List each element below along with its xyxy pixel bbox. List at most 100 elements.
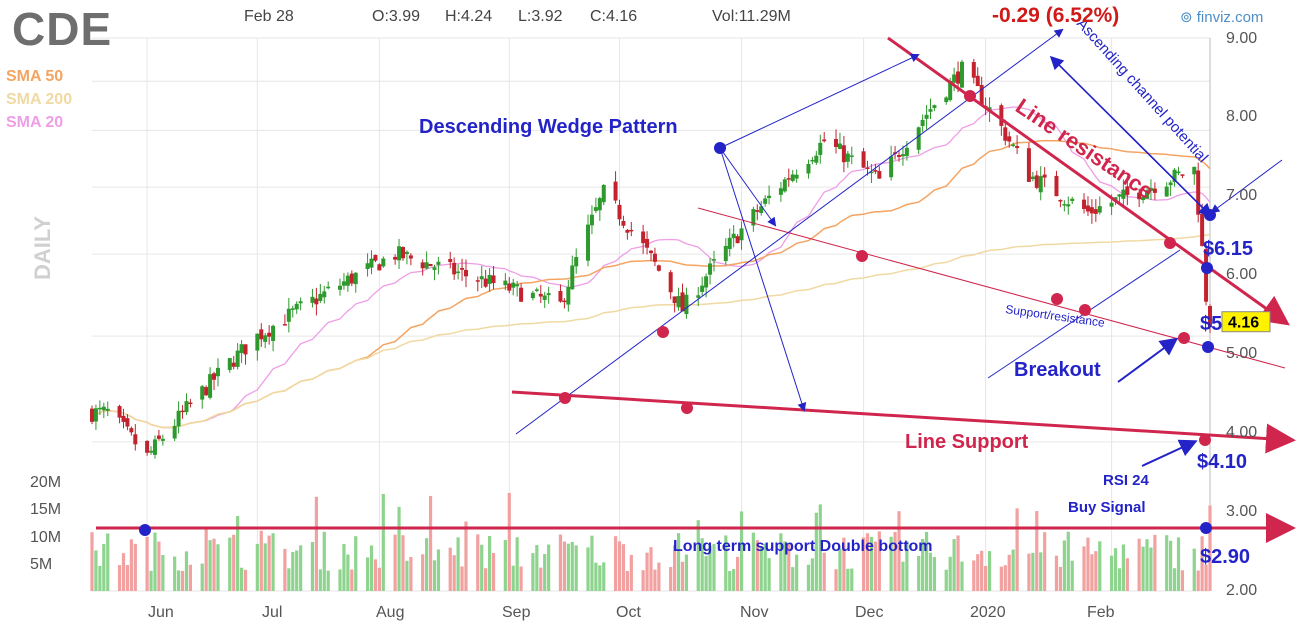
volume-bar [905,541,909,591]
x-tick-label: 2020 [970,604,1006,621]
candle-body [759,206,764,213]
candle-body [176,410,181,427]
price-marker [714,142,726,154]
candle-body [767,195,772,198]
volume-bar [216,544,220,591]
volume-bar [987,551,992,591]
volume-bar [1192,548,1196,591]
candle-body [1042,174,1047,178]
volume-bar [818,504,822,591]
breakout-label: Breakout [1014,359,1101,381]
price-change: -0.29 (6.52%) [992,4,1120,27]
candle-body [834,139,839,147]
candle-body [239,344,244,354]
volume-bar [1082,546,1086,591]
volume-bar [877,531,881,591]
volume-bar [484,568,488,591]
candle-body [652,253,657,262]
candle-body [849,155,854,157]
candle-body [428,264,433,267]
candle-body [310,296,315,303]
candle-body [487,274,492,284]
volume-bar [535,545,539,591]
candle-body [180,410,185,413]
price-marker [1202,341,1214,353]
volume-bars [90,492,1212,591]
y-tick-label: 4.00 [1226,424,1258,441]
candle-body [1030,176,1035,179]
pivot-marker [1178,332,1190,344]
x-tick-label: Oct [616,604,641,621]
candle-body [684,294,689,315]
candle-body [397,246,402,261]
candle-body [1121,189,1126,199]
x-tick-label: Feb [1087,604,1115,621]
volume-bar [346,554,350,591]
volume-bar [283,548,287,591]
volume-bar [409,556,413,591]
candle-body [731,233,736,239]
finviz-logo-icon: ⊚ [1180,9,1197,26]
candle-body [479,276,484,280]
volume-bar [984,566,988,591]
candle-body [948,80,953,101]
volume-bar [834,569,838,591]
volume-bar [480,544,484,591]
volume-bar [153,532,157,591]
candle-body [869,171,874,174]
candle-body [145,440,150,453]
volume-bar [704,556,708,591]
candle-body [889,156,894,178]
volume-bar [377,567,381,591]
volume-bar [515,537,519,591]
volume-tick-label: 20M [30,474,62,491]
sma200-line [91,234,1211,429]
candle-body [1066,204,1071,207]
volume-bar [680,561,685,591]
price-label-290: $2.90 [1200,546,1250,568]
candle-body [1015,146,1020,149]
candle-body [904,147,909,156]
pivot-marker [1051,293,1063,305]
volume-bar [1113,548,1118,591]
candle-body [267,332,272,337]
candle-body [1038,176,1043,193]
candle-body [641,231,646,244]
volume-bar [539,567,543,591]
candle-body [1137,192,1142,200]
candle-body [243,344,248,355]
candle-body [448,259,453,262]
candle-body [786,178,791,180]
volume-bar [1149,547,1153,591]
finviz-brand[interactable]: ⊚ finviz.com [1180,8,1263,26]
volume-bar [708,545,712,591]
quote-close: C:4.16 [590,8,638,25]
volume-bar [751,532,755,591]
candle-body [613,181,618,201]
candle-body [739,228,744,241]
candle-body [456,271,461,274]
candle-body [782,179,787,192]
candle-body [1180,174,1185,176]
volume-bar [873,541,877,591]
volume-bar [814,512,818,591]
volume-bar [842,537,846,591]
candle-body [810,159,815,162]
volume-tick-label: 10M [30,529,62,546]
volume-bar [90,532,94,591]
volume-bar [200,563,204,591]
volume-bar [129,539,133,591]
volume-bar [322,531,326,591]
volume-bar [1090,554,1094,591]
candle-body [491,275,496,284]
candle-body [897,155,902,157]
volume-bar [928,552,933,591]
candle-body [212,373,217,380]
buy-signal-label: Buy Signal [1068,499,1146,516]
candle-body [920,119,925,127]
volume-bar [1031,552,1035,591]
volume-bar [960,561,964,591]
candle-body [794,174,799,179]
candle-body [900,154,905,157]
volume-bar [507,492,511,591]
